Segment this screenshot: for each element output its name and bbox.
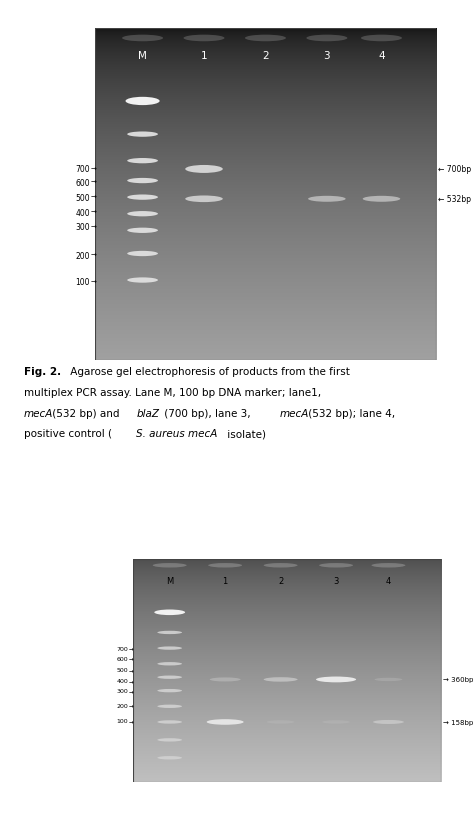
Text: →: → xyxy=(129,703,134,708)
Text: 1: 1 xyxy=(201,51,207,60)
Text: →: → xyxy=(129,688,134,693)
Text: 4: 4 xyxy=(386,577,391,585)
Text: (532 bp) and: (532 bp) and xyxy=(49,408,122,418)
Text: Fig. 2.: Fig. 2. xyxy=(24,367,61,377)
Text: →: → xyxy=(91,279,97,286)
Ellipse shape xyxy=(245,36,286,42)
Ellipse shape xyxy=(157,756,182,759)
Text: →: → xyxy=(91,253,97,259)
Text: →: → xyxy=(129,719,134,724)
Text: blaZ: blaZ xyxy=(136,408,159,418)
Text: (532 bp); lane 4,: (532 bp); lane 4, xyxy=(305,408,395,418)
Ellipse shape xyxy=(306,36,347,42)
Ellipse shape xyxy=(316,676,356,682)
Ellipse shape xyxy=(127,212,158,217)
Text: 1: 1 xyxy=(222,577,228,585)
Ellipse shape xyxy=(264,563,298,568)
Text: 3: 3 xyxy=(333,577,339,585)
Text: →: → xyxy=(91,209,97,216)
Ellipse shape xyxy=(122,36,163,42)
Ellipse shape xyxy=(372,563,405,568)
Text: ← 532bp: ← 532bp xyxy=(438,195,472,204)
Text: (700 bp), lane 3,: (700 bp), lane 3, xyxy=(161,408,254,418)
Ellipse shape xyxy=(127,252,158,257)
Text: multiplex PCR assay. Lane M, 100 bp DNA marker; lane1,: multiplex PCR assay. Lane M, 100 bp DNA … xyxy=(24,388,321,397)
Ellipse shape xyxy=(267,720,294,724)
Ellipse shape xyxy=(127,159,158,164)
Ellipse shape xyxy=(373,720,404,724)
Ellipse shape xyxy=(374,678,402,681)
Ellipse shape xyxy=(127,278,158,283)
Text: Agarose gel electrophoresis of products from the first: Agarose gel electrophoresis of products … xyxy=(67,367,350,377)
Text: →: → xyxy=(129,646,134,651)
Ellipse shape xyxy=(157,739,182,742)
Text: 200: 200 xyxy=(116,703,128,708)
Ellipse shape xyxy=(127,132,158,137)
Ellipse shape xyxy=(157,705,182,708)
Ellipse shape xyxy=(153,563,187,568)
Text: 2: 2 xyxy=(278,577,283,585)
Text: S. aureus mecA: S. aureus mecA xyxy=(136,429,218,439)
Text: M: M xyxy=(166,577,173,585)
Text: →: → xyxy=(129,678,134,683)
Text: 200: 200 xyxy=(75,252,90,260)
Text: positive control (: positive control ( xyxy=(24,429,112,439)
Text: 700: 700 xyxy=(75,166,90,174)
Ellipse shape xyxy=(157,647,182,650)
Text: 100: 100 xyxy=(116,719,128,724)
Ellipse shape xyxy=(308,196,346,203)
Text: →: → xyxy=(91,195,97,201)
Ellipse shape xyxy=(127,179,158,184)
Ellipse shape xyxy=(126,98,160,106)
Ellipse shape xyxy=(207,720,244,724)
Ellipse shape xyxy=(157,689,182,692)
Text: 600: 600 xyxy=(75,179,90,187)
Ellipse shape xyxy=(155,609,185,615)
Text: 500: 500 xyxy=(116,667,128,672)
Ellipse shape xyxy=(210,677,240,681)
Ellipse shape xyxy=(319,563,353,568)
Text: 100: 100 xyxy=(75,278,90,286)
Text: ← 700bp: ← 700bp xyxy=(438,166,472,174)
Text: → 360bp: → 360bp xyxy=(443,676,474,682)
Text: →: → xyxy=(91,224,97,231)
Text: 600: 600 xyxy=(116,656,128,661)
Ellipse shape xyxy=(157,720,182,724)
Text: M: M xyxy=(138,51,147,60)
Text: 3: 3 xyxy=(324,51,330,60)
Text: 400: 400 xyxy=(75,209,90,217)
Text: →: → xyxy=(129,667,134,672)
Text: 4: 4 xyxy=(378,51,385,60)
Ellipse shape xyxy=(264,677,298,682)
Text: 400: 400 xyxy=(116,678,128,683)
Text: →: → xyxy=(129,656,134,661)
Text: mecA: mecA xyxy=(280,408,310,418)
Ellipse shape xyxy=(157,662,182,666)
Ellipse shape xyxy=(185,166,223,174)
Ellipse shape xyxy=(183,36,225,42)
Text: 300: 300 xyxy=(116,688,128,693)
Ellipse shape xyxy=(127,195,158,200)
Text: 2: 2 xyxy=(262,51,269,60)
Text: mecA: mecA xyxy=(24,408,53,418)
Ellipse shape xyxy=(127,229,158,233)
Ellipse shape xyxy=(157,676,182,679)
Text: 700: 700 xyxy=(116,646,128,651)
Ellipse shape xyxy=(363,196,400,203)
Text: → 158bp: → 158bp xyxy=(443,719,474,725)
Ellipse shape xyxy=(361,36,402,42)
Text: →: → xyxy=(91,166,97,173)
Text: isolate): isolate) xyxy=(224,429,266,439)
Text: 300: 300 xyxy=(75,224,90,232)
Ellipse shape xyxy=(185,196,223,203)
Ellipse shape xyxy=(157,631,182,634)
Text: →: → xyxy=(91,180,97,186)
Ellipse shape xyxy=(322,720,350,724)
Ellipse shape xyxy=(208,563,242,568)
Text: 500: 500 xyxy=(75,194,90,202)
